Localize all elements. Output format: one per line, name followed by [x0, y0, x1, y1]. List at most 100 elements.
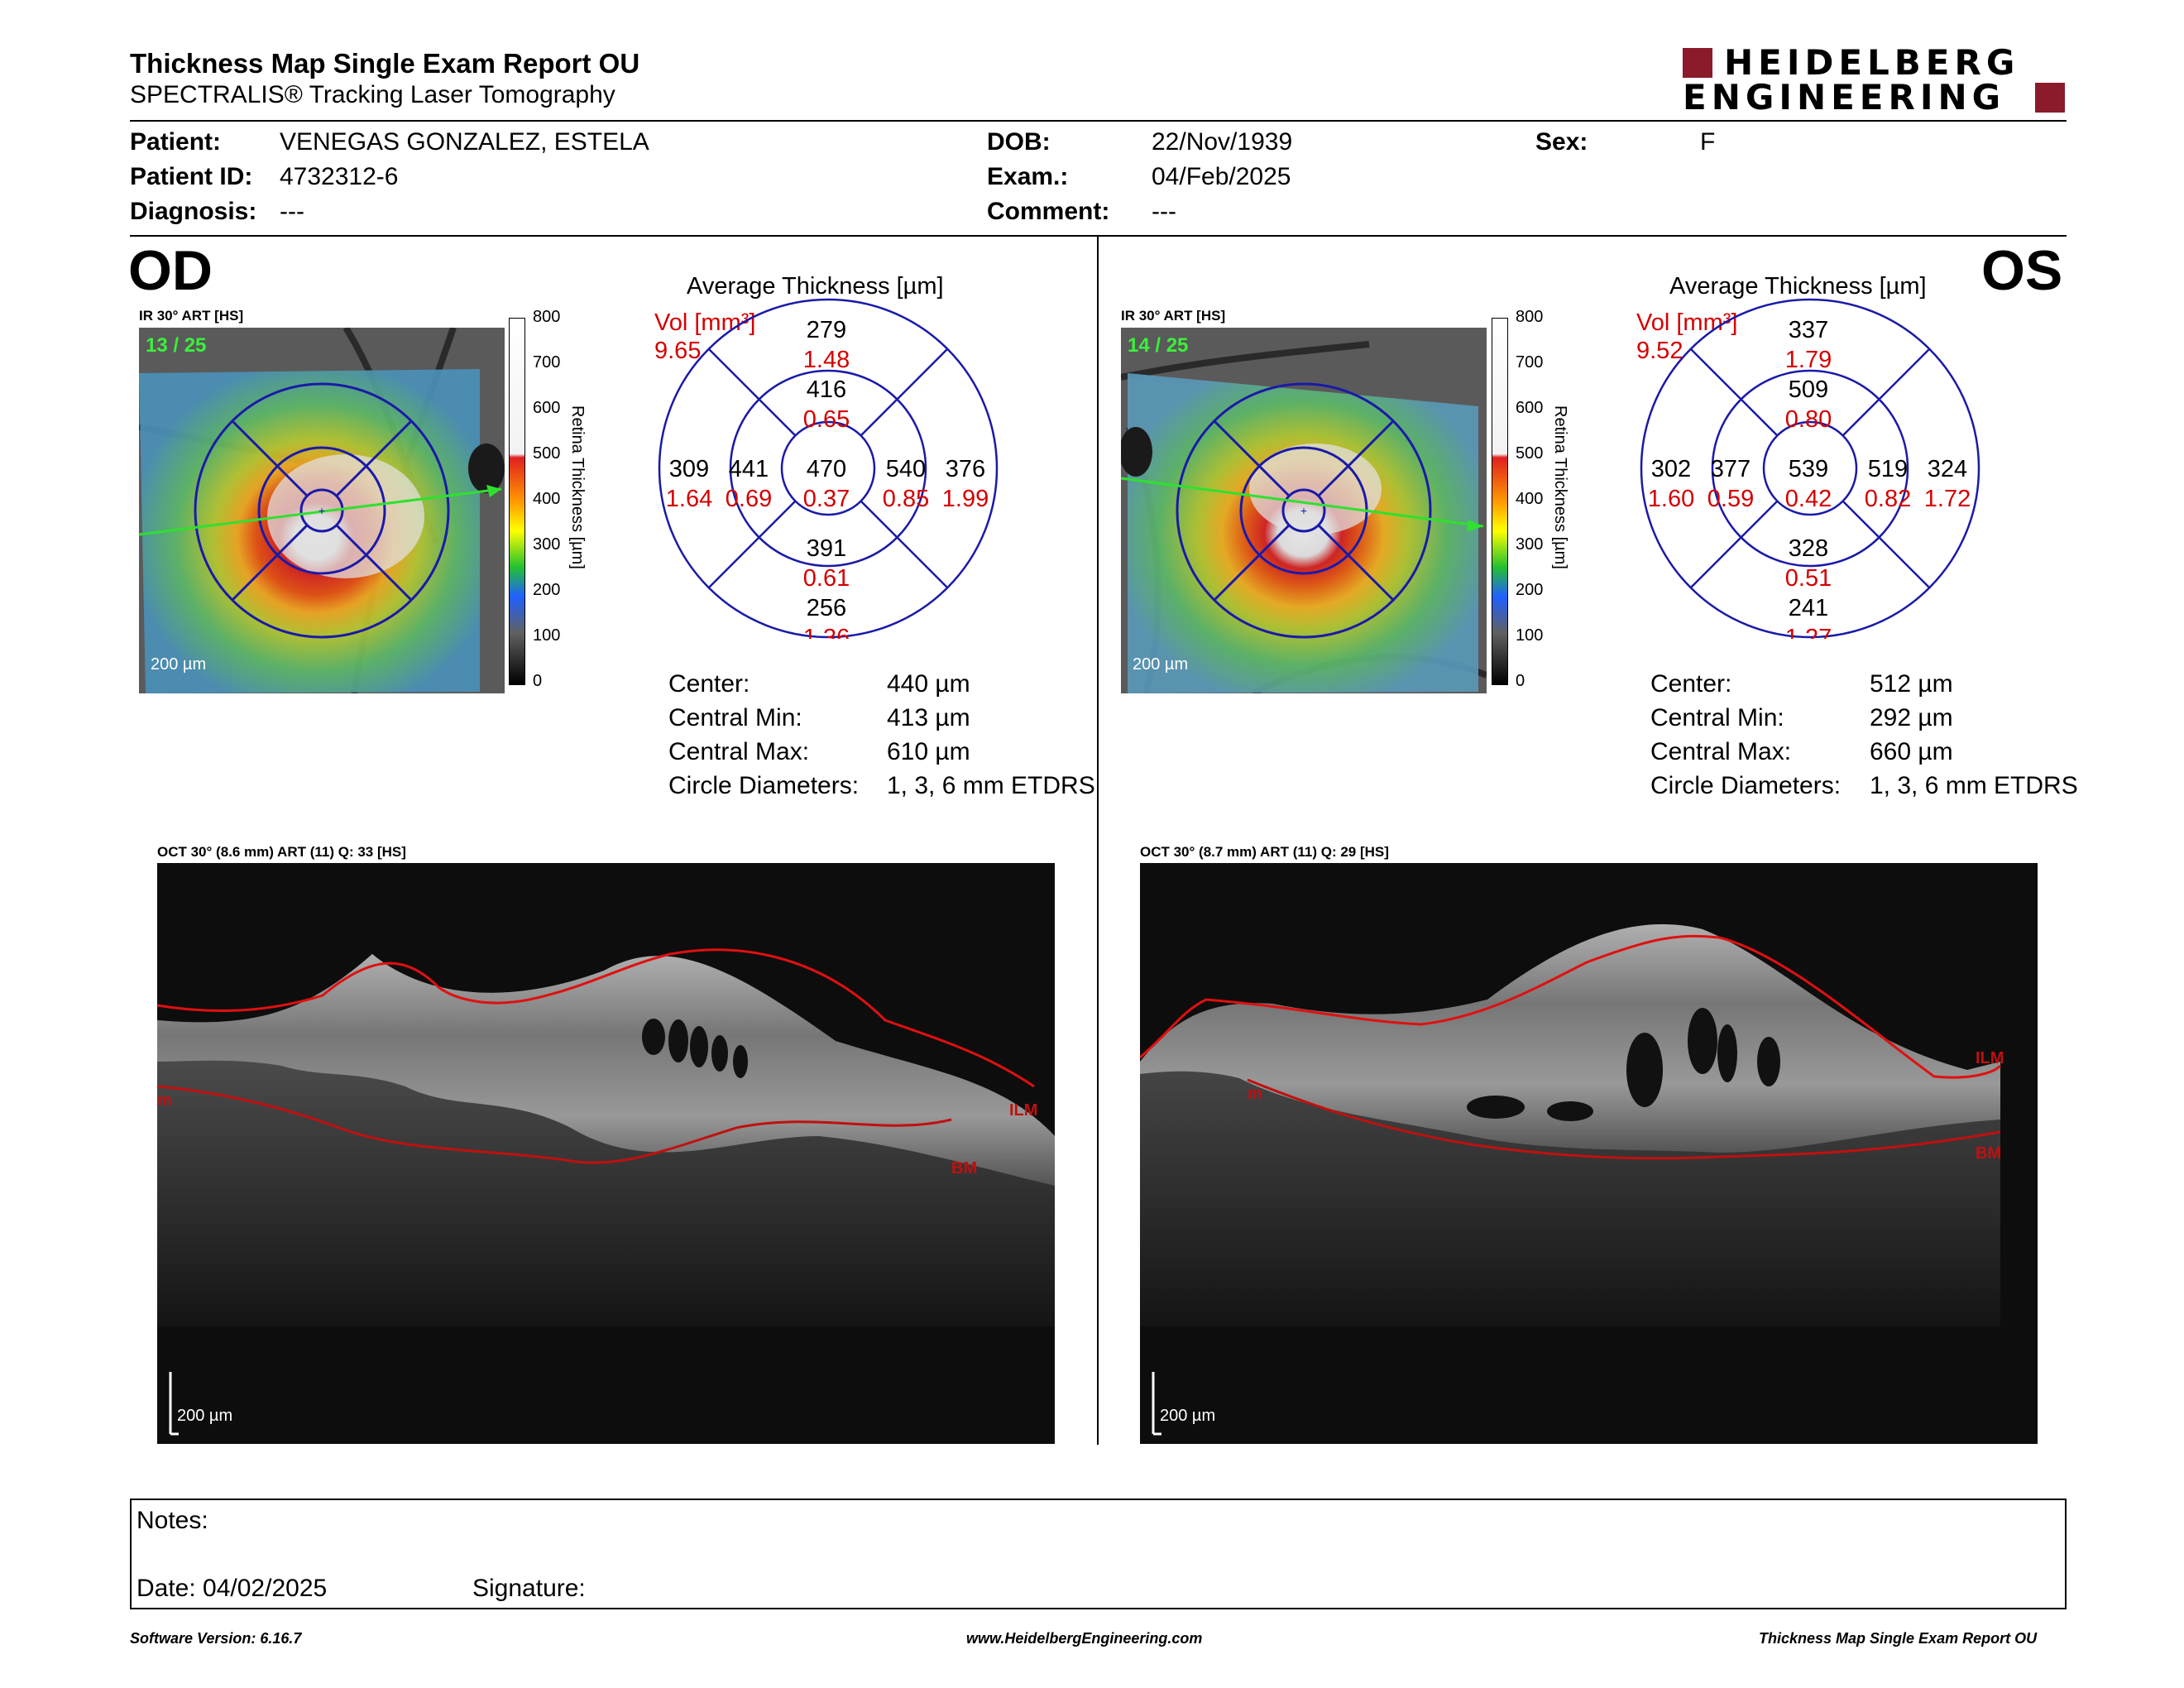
colorbar-tick: 800 — [1516, 308, 1544, 326]
eye-label-os: OS — [1981, 239, 2063, 302]
os-m-label: m — [1248, 1085, 1262, 1103]
od-stat-value: 413 µm — [887, 704, 970, 731]
os-inner-left-volume: 0.59 — [1707, 486, 1754, 512]
colorbar-tick: 0 — [1516, 672, 1525, 690]
os-outer-sup-thickness: 337 — [1789, 317, 1828, 343]
od-stat-label: Central Max: — [668, 738, 810, 765]
report-title: Thickness Map Single Exam Report OU — [130, 48, 640, 79]
od-center-volume: 0.37 — [803, 486, 850, 512]
os-stat-value: 512 µm — [1870, 670, 1953, 698]
colorbar-tick: 500 — [533, 444, 561, 463]
sex-value: F — [1700, 128, 1716, 156]
os-inner-right-thickness: 519 — [1868, 456, 1908, 482]
od-scan-counter: 13 / 25 — [146, 334, 207, 357]
os-stat-value: 292 µm — [1870, 704, 1953, 731]
od-inner-left-thickness: 441 — [729, 456, 769, 482]
od-outer-sup-volume: 1.48 — [803, 347, 850, 373]
os-thickness-map: + 14 / 25 200 µm — [1121, 328, 1487, 693]
exam-value: 04/Feb/2025 — [1152, 163, 1291, 190]
os-outer-left-thickness: 302 — [1651, 456, 1691, 482]
heidelberg-logo: HEIDELBERG ENGINEERING — [1683, 46, 2065, 116]
os-inner-sup-thickness: 509 — [1789, 376, 1828, 403]
colorbar-tick: 0 — [533, 672, 543, 690]
od-color-bar-ticks: 800 700 600 500 400 300 200 100 0 — [528, 308, 569, 697]
os-stat-value: 660 µm — [1870, 738, 1953, 765]
od-stat-value: 440 µm — [887, 670, 970, 698]
logo-square-icon — [2035, 83, 2065, 113]
footer-report-name: Thickness Map Single Exam Report OU — [1759, 1630, 2038, 1647]
colorbar-tick: 400 — [533, 490, 561, 508]
divider — [130, 120, 2067, 122]
colorbar-tick: 700 — [1516, 353, 1544, 372]
od-center-thickness: 470 — [807, 456, 846, 482]
od-inner-sup-volume: 0.65 — [803, 406, 850, 433]
comment-label: Comment: — [987, 198, 1110, 225]
logo-line2: ENGINEERING — [1683, 77, 2006, 117]
os-vol-value: 9.52 — [1636, 338, 1684, 364]
os-inner-inf-thickness: 328 — [1789, 535, 1828, 562]
svg-text:+: + — [1300, 504, 1307, 517]
od-map-scale: 200 µm — [151, 655, 207, 674]
os-inner-sup-volume: 0.80 — [1785, 406, 1832, 433]
os-outer-inf-thickness: 241 — [1789, 595, 1828, 621]
software-version: Software Version: 6.16.7 — [130, 1630, 302, 1647]
colorbar-tick: 500 — [1516, 444, 1544, 463]
os-center-thickness: 539 — [1789, 456, 1828, 482]
os-ilm-label: ILM — [1976, 1049, 2004, 1067]
os-stat-label: Center: — [1650, 670, 1732, 698]
website-link[interactable]: www.HeidelbergEngineering.com — [966, 1630, 1203, 1647]
od-outer-right-thickness: 376 — [946, 456, 985, 482]
os-outer-inf-volume: 1.27 — [1785, 625, 1832, 639]
comment-value: --- — [1152, 198, 1176, 225]
colorbar-tick: 200 — [533, 581, 561, 599]
os-color-bar — [1492, 318, 1508, 685]
od-oct-scale: 200 µm — [177, 1407, 232, 1425]
center-divider — [1097, 237, 1099, 1445]
od-vol-label: Vol [mm³] — [654, 309, 756, 336]
os-oct-scale: 200 µm — [1160, 1407, 1215, 1425]
os-map-scale: 200 µm — [1133, 655, 1189, 674]
colorbar-tick: 600 — [533, 399, 561, 417]
od-oct-bscan: m ILM BM 200 µm — [157, 863, 1055, 1444]
os-etdrs-grid: 337 1.79 509 0.80 539 0.42 328 0.51 241 … — [1640, 298, 1980, 639]
notes-label: Notes: — [136, 1507, 208, 1534]
dob-label: DOB: — [987, 128, 1051, 156]
os-oct-title: OCT 30° (8.7 mm) ART (11) Q: 29 [HS] — [1140, 844, 1389, 860]
svg-text:+: + — [318, 504, 325, 517]
colorbar-tick: 400 — [1516, 490, 1544, 508]
patient-label: Patient: — [130, 128, 222, 156]
diagnosis-value: --- — [280, 198, 304, 225]
od-color-bar — [509, 318, 525, 685]
colorbar-tick: 300 — [533, 535, 561, 554]
od-m-label: m — [157, 1091, 172, 1110]
os-inner-inf-volume: 0.51 — [1785, 565, 1832, 592]
patient-id-label: Patient ID: — [130, 163, 253, 190]
od-etdrs-grid: 279 1.48 416 0.65 470 0.37 391 0.61 256 … — [658, 298, 999, 639]
od-outer-inf-thickness: 256 — [807, 595, 846, 621]
od-inner-sup-thickness: 416 — [807, 376, 846, 403]
colorbar-tick: 100 — [533, 626, 561, 645]
os-stat-label: Central Min: — [1650, 704, 1784, 731]
od-ilm-label: ILM — [1009, 1101, 1037, 1120]
os-color-bar-title: Retina Thickness [µm] — [1551, 405, 1569, 569]
colorbar-tick: 100 — [1516, 626, 1544, 645]
sex-label: Sex: — [1535, 128, 1588, 156]
os-inner-left-thickness: 377 — [1711, 456, 1751, 482]
od-inner-left-volume: 0.69 — [726, 486, 772, 512]
diagnosis-label: Diagnosis: — [130, 198, 257, 225]
od-outer-sup-thickness: 279 — [807, 317, 846, 343]
os-center-volume: 0.42 — [1785, 486, 1832, 512]
od-inner-inf-volume: 0.61 — [803, 565, 850, 592]
od-outer-left-thickness: 309 — [669, 456, 709, 482]
logo-line1: HEIDELBERG — [1724, 42, 2020, 83]
os-color-bar-ticks: 800 700 600 500 400 300 200 100 0 — [1511, 308, 1552, 697]
od-outer-inf-volume: 1.36 — [803, 625, 850, 639]
os-oct-bscan: m ILM BM 200 µm — [1140, 863, 2038, 1444]
od-stat-label: Central Min: — [668, 704, 802, 731]
patient-name: VENEGAS GONZALEZ, ESTELA — [280, 128, 649, 156]
os-outer-right-thickness: 324 — [1928, 456, 1967, 482]
od-avg-title: Average Thickness [µm] — [687, 273, 944, 300]
os-stat-label: Central Max: — [1650, 738, 1792, 765]
od-inner-right-volume: 0.85 — [883, 486, 929, 512]
od-stat-label: Circle Diameters: — [668, 772, 860, 799]
